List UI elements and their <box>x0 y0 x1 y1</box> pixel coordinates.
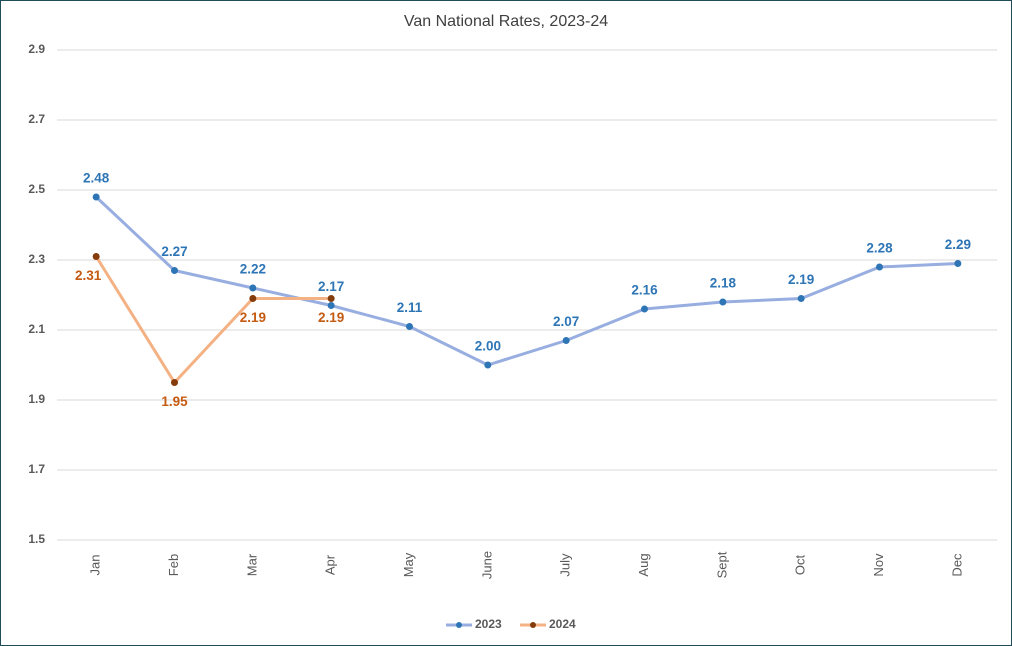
data-point <box>249 295 257 302</box>
data-point <box>797 295 805 302</box>
chart-title: Van National Rates, 2023-24 <box>404 13 608 30</box>
data-point <box>719 298 727 306</box>
data-label: 2.17 <box>318 279 344 294</box>
data-point <box>92 193 100 201</box>
data-label: 2.28 <box>866 241 893 256</box>
data-point <box>249 284 257 292</box>
data-label: 2.16 <box>631 283 658 298</box>
data-point <box>562 337 570 344</box>
data-point <box>171 267 178 274</box>
legend-label: 2023 <box>475 617 502 631</box>
x-tick-label: Sept <box>714 551 729 578</box>
data-point <box>92 253 100 260</box>
x-tick-label: Oct <box>793 555 808 576</box>
data-label: 2.19 <box>318 310 344 325</box>
x-tick-label: June <box>479 551 494 579</box>
x-tick-label: May <box>401 552 416 577</box>
data-label: 2.27 <box>161 244 187 259</box>
x-tick-label: July <box>558 553 573 577</box>
data-label: 1.95 <box>161 394 188 409</box>
y-tick-label: 1.5 <box>28 532 45 546</box>
data-label: 2.29 <box>945 237 971 252</box>
data-label: 2.19 <box>788 272 814 287</box>
series-line <box>94 255 332 385</box>
data-point <box>484 361 492 369</box>
y-tick-label: 2.1 <box>28 322 45 336</box>
legend-marker <box>530 622 536 628</box>
data-label: 2.00 <box>475 339 501 354</box>
x-tick-label: Mar <box>244 553 259 576</box>
y-tick-label: 2.7 <box>28 112 45 126</box>
x-tick-label: Dec <box>949 553 964 577</box>
data-point <box>406 323 413 330</box>
x-tick-label: Aug <box>636 553 651 576</box>
data-point <box>954 260 962 267</box>
x-tick-label: Feb <box>166 554 181 576</box>
data-point <box>171 379 178 386</box>
series-line <box>95 195 958 367</box>
data-label: 2.31 <box>75 268 102 283</box>
data-point <box>327 295 335 302</box>
y-tick-label: 2.5 <box>28 182 45 196</box>
data-label: 2.18 <box>710 276 737 291</box>
data-label: 2.48 <box>83 171 110 186</box>
x-tick-label: Nov <box>871 553 886 577</box>
data-point <box>327 302 335 309</box>
y-tick-label: 1.7 <box>28 462 45 476</box>
x-tick-label: Jan <box>88 555 103 576</box>
data-label: 2.19 <box>240 310 266 325</box>
data-label: 2.11 <box>397 300 423 315</box>
data-label: 2.07 <box>553 314 579 329</box>
y-tick-label: 1.9 <box>28 392 45 406</box>
data-point <box>641 305 648 313</box>
data-point <box>876 263 883 271</box>
x-tick-label: Apr <box>323 554 338 575</box>
data-label: 2.22 <box>240 262 266 277</box>
legend-label: 2024 <box>549 617 576 631</box>
y-tick-label: 2.9 <box>28 42 45 56</box>
y-tick-label: 2.3 <box>28 252 45 266</box>
legend-marker <box>456 622 462 628</box>
